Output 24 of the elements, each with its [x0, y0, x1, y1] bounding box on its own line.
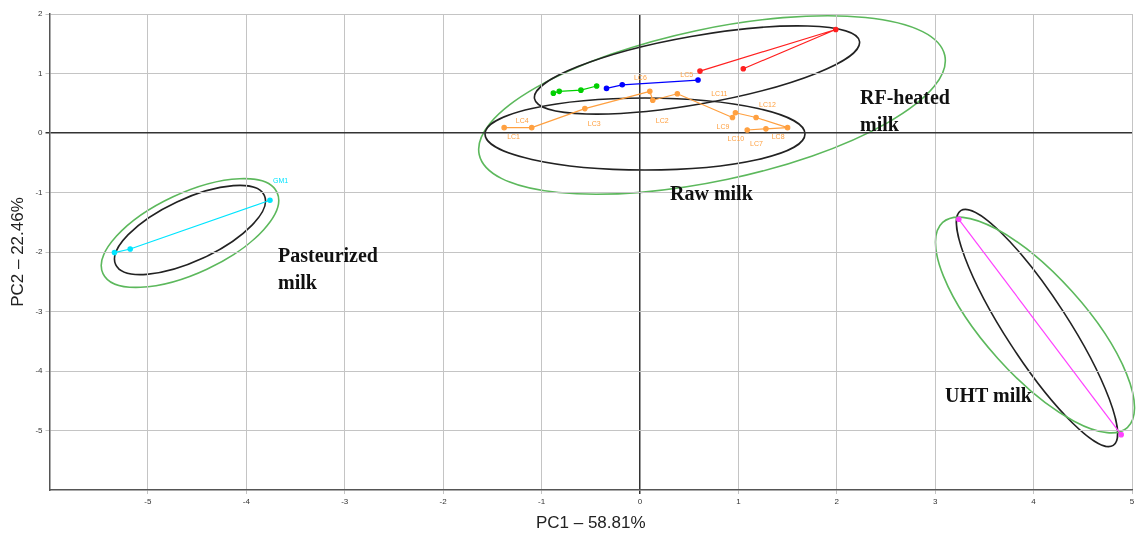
- y-tick-label: 1: [38, 68, 44, 78]
- x-tick-label: -5: [144, 497, 153, 506]
- y-tick-label: -2: [35, 247, 44, 257]
- x-tick-label: 4: [1031, 497, 1037, 506]
- x-tick-label: -4: [242, 497, 251, 506]
- x-tick-label: 3: [932, 497, 938, 506]
- x-axis-title: PC1 – 58.81%: [535, 513, 646, 533]
- y-tick-label: 2: [38, 9, 44, 19]
- annotation: Raw milk: [670, 182, 754, 204]
- y-axis-title: PC2 – 22.46%: [7, 197, 27, 307]
- y-tick-label: -1: [35, 187, 44, 197]
- x-tick-label: -1: [537, 497, 546, 506]
- x-tick-label: 2: [834, 497, 840, 506]
- x-tick-label: -2: [439, 497, 448, 506]
- y-tick-label: -4: [35, 366, 44, 376]
- x-tick-label: 0: [637, 497, 643, 506]
- annotation: Pasteurized milk: [278, 244, 378, 293]
- y-tick-label: -5: [35, 425, 44, 435]
- y-tick-label: 0: [38, 128, 44, 138]
- annotation: UHT milk: [945, 384, 1033, 406]
- x-tick-label: 5: [1129, 497, 1135, 506]
- y-tick-label: -3: [35, 306, 44, 316]
- x-tick-label: 1: [736, 497, 742, 506]
- x-tick-label: -3: [341, 497, 349, 506]
